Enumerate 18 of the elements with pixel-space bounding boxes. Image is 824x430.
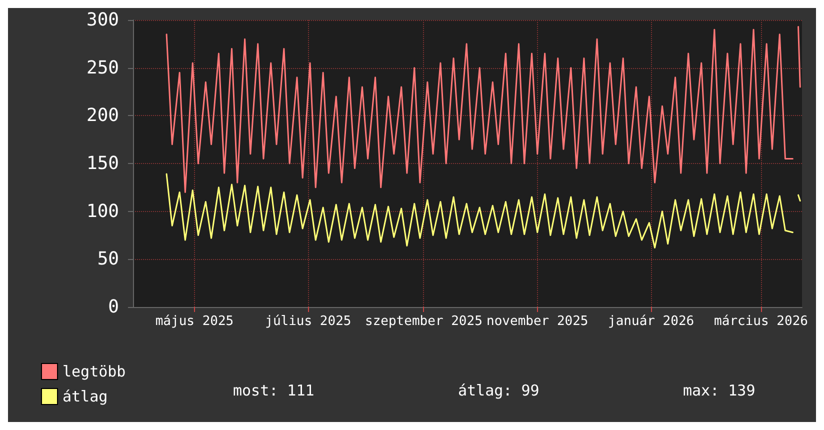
- x-tick-label: július 2025: [265, 314, 352, 329]
- y-tick-label: 50: [97, 248, 119, 270]
- x-tick-label: május 2025: [155, 314, 234, 329]
- y-tick-label: 250: [86, 57, 119, 78]
- text: most: 111: [233, 382, 314, 400]
- text: átlag: 99: [458, 382, 540, 400]
- legend-label: legtöbb: [62, 362, 126, 380]
- text: max: 139: [683, 382, 756, 400]
- y-tick-label: 0: [108, 296, 119, 318]
- y-tick-label: 200: [86, 105, 119, 126]
- x-tick-label: január 2026: [608, 314, 694, 329]
- y-tick-label: 100: [86, 200, 119, 222]
- x-tick-label: november 2025: [486, 314, 588, 329]
- y-tick-label: 150: [86, 153, 119, 174]
- x-tick-label: szeptember 2025: [365, 314, 482, 329]
- y-tick-label: 300: [86, 10, 119, 30]
- legend-label: átlag: [62, 388, 108, 406]
- x-tick-label: március 2026: [714, 314, 808, 329]
